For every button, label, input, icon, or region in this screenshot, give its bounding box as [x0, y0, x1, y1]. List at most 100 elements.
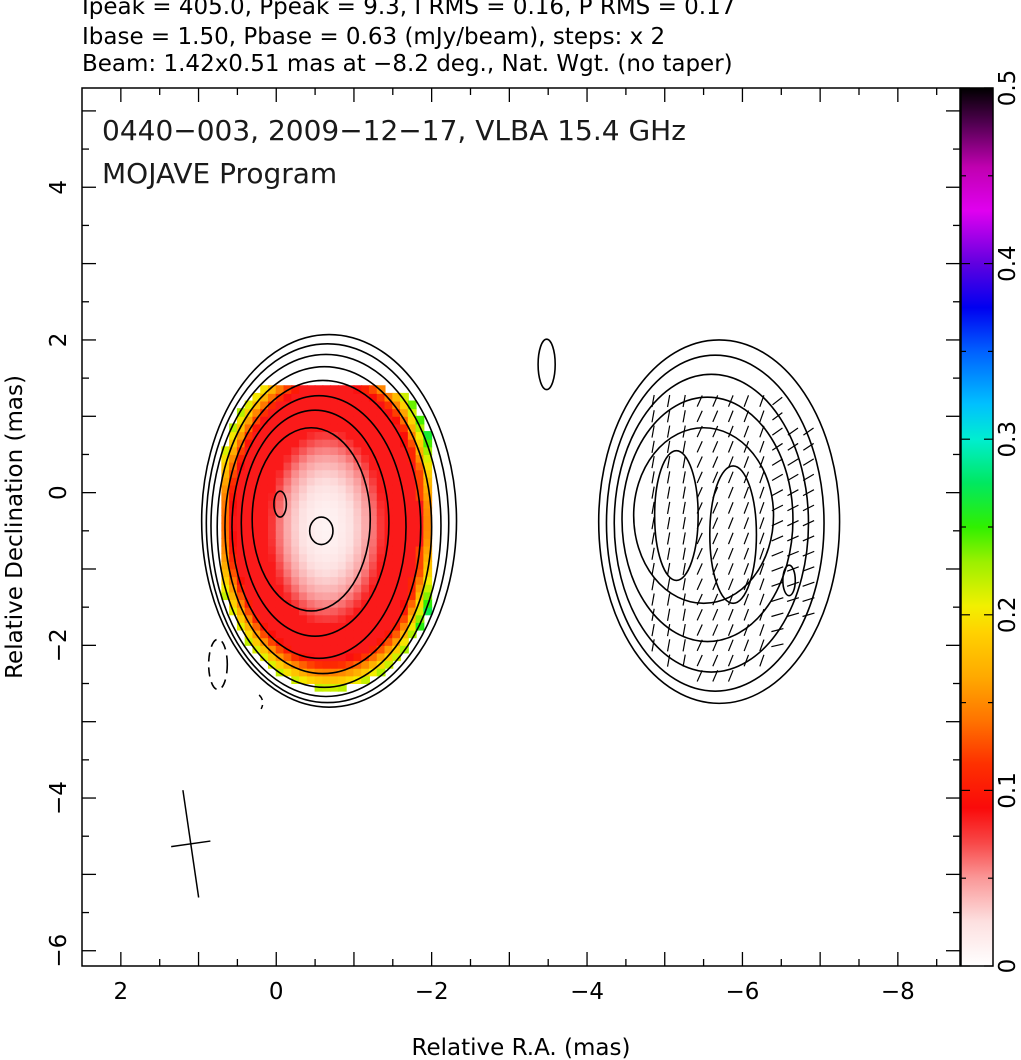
- jet-contour: [621, 396, 794, 643]
- polarization-vector: [743, 547, 750, 560]
- polarization-pixel: [252, 545, 262, 555]
- polarization-pixel: [337, 606, 347, 616]
- polarization-pixel: [407, 507, 417, 517]
- polarization-vector: [666, 440, 671, 453]
- polarization-vector: [651, 410, 655, 423]
- polarization-pixel: [353, 476, 363, 486]
- polarization-vector: [666, 455, 671, 469]
- polarization-pixel: [275, 553, 285, 562]
- polarization-pixel: [291, 507, 301, 517]
- polarization-pixel: [384, 545, 394, 555]
- polarization-pixel: [384, 400, 394, 410]
- polarization-pixel: [267, 415, 277, 425]
- polarization-pixel: [322, 545, 332, 555]
- polarization-pixel: [368, 446, 378, 455]
- polarization-pixel: [252, 515, 262, 524]
- polarization-vector: [712, 624, 719, 636]
- polarization-pixel: [423, 507, 433, 517]
- jet-contour: [782, 564, 797, 597]
- polarization-vector: [651, 394, 655, 408]
- polarization-pixel: [229, 530, 238, 539]
- polarization-pixel: [275, 469, 285, 478]
- polarization-pixel-map: [221, 385, 433, 692]
- polarization-pixel: [322, 492, 332, 501]
- polarization-pixel: [337, 408, 347, 417]
- polarization-pixel: [423, 576, 433, 585]
- polarization-pixel: [384, 438, 394, 448]
- polarization-pixel: [368, 431, 378, 440]
- polarization-pixel: [353, 560, 363, 570]
- polarization-vector: [682, 623, 686, 637]
- polarization-pixel: [252, 438, 262, 448]
- polarization-vector: [743, 471, 750, 484]
- jet-contour: [597, 339, 841, 705]
- polarization-pixel: [392, 530, 402, 539]
- polarization-pixel: [314, 675, 324, 685]
- x-tick-label: 2: [114, 979, 129, 1005]
- polarization-pixel: [299, 492, 308, 501]
- polarization-pixel: [291, 675, 301, 685]
- core-peak-contour: [273, 490, 288, 518]
- colorbar-tick-label: 0.1: [995, 772, 1021, 809]
- polarization-pixel: [221, 560, 231, 570]
- polarization-vector: [666, 608, 671, 621]
- polarization-pixel: [361, 675, 370, 685]
- polarization-pixel: [275, 599, 285, 608]
- polarization-pixel: [322, 446, 332, 455]
- polarization-pixel: [299, 469, 308, 478]
- polarization-pixel: [345, 522, 355, 532]
- polarization-pixel: [252, 644, 262, 654]
- polarization-vector: [696, 670, 703, 682]
- polarization-vector: [743, 639, 750, 652]
- polarization-pixel: [314, 438, 324, 448]
- polarization-pixel: [275, 637, 285, 646]
- polarization-pixel: [314, 476, 324, 486]
- polarization-pixel: [415, 453, 425, 463]
- polarization-pixel: [407, 629, 417, 639]
- polarization-pixel: [299, 522, 308, 532]
- polarization-pixel: [361, 499, 370, 509]
- polarization-vector: [759, 440, 765, 453]
- polarization-pixel: [260, 438, 269, 448]
- polarization-vector: [771, 597, 784, 602]
- polarization-pixel: [283, 484, 293, 494]
- chart-title: 0440−003, 2009−12−17, VLBA 15.4 GHz: [102, 114, 686, 147]
- polarization-pixel: [423, 537, 433, 547]
- polarization-pixel: [267, 606, 277, 616]
- polarization-pixel: [314, 621, 324, 631]
- polarization-pixel: [400, 408, 409, 417]
- polarization-pixel: [384, 392, 394, 402]
- polarization-vector: [802, 550, 815, 557]
- polarization-pixel: [353, 438, 363, 448]
- polarization-pixel: [400, 553, 409, 562]
- polarization-pixel: [361, 415, 370, 425]
- polarization-vector: [682, 547, 686, 560]
- polarization-pixel: [423, 583, 433, 593]
- polarization-vector: [682, 517, 686, 530]
- polarization-pixel: [353, 568, 363, 578]
- polarization-pixel: [415, 492, 425, 501]
- polarization-pixel: [267, 553, 277, 562]
- polarization-pixel: [384, 637, 394, 646]
- polarization-pixel: [353, 408, 363, 417]
- isolated-contour: [537, 338, 556, 391]
- polarization-vector: [651, 578, 655, 591]
- polarization-pixel: [392, 507, 402, 517]
- polarization-pixel: [314, 576, 324, 585]
- polarization-pixel: [330, 568, 339, 578]
- colorbar-tick-label: 0.3: [995, 421, 1021, 458]
- polarization-pixel: [322, 453, 332, 463]
- polarization-pixel: [376, 476, 386, 486]
- polarization-pixel: [283, 469, 293, 478]
- polarization-vector: [696, 608, 703, 621]
- core-peak-contour: [308, 516, 334, 546]
- polarization-vector: [772, 396, 783, 406]
- polarization-vector: [759, 593, 765, 606]
- polarization-vector: [802, 566, 815, 572]
- polarization-pixel: [353, 667, 363, 677]
- polarization-pixel: [361, 385, 370, 394]
- polarization-pixel: [275, 400, 285, 410]
- polarization-pixel: [345, 507, 355, 517]
- polarization-pixel: [337, 652, 347, 662]
- polarization-pixel: [337, 415, 347, 425]
